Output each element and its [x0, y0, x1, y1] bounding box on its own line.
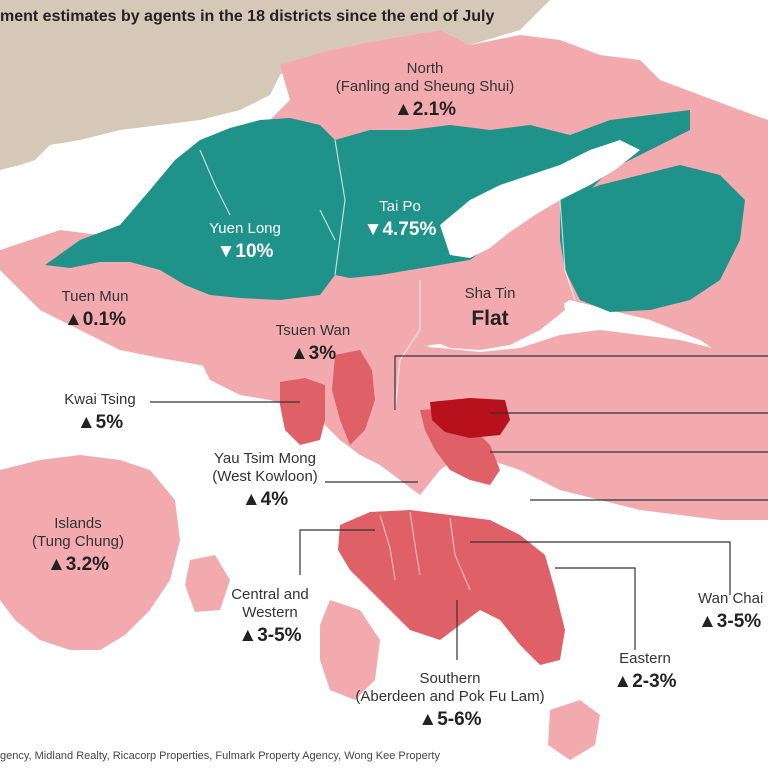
sha-tin-value: Flat [471, 307, 509, 330]
islands-name: Islands [54, 515, 102, 532]
lamma-island [320, 600, 380, 700]
tolo-harbour-water [440, 140, 640, 258]
yuen-long-district [45, 118, 345, 300]
southern-subname: (Aberdeen and Pok Fu Lam) [355, 688, 545, 705]
southern-value: ▲5-6% [418, 709, 482, 730]
label-tai-po: Tai Po ▼4.75% [340, 198, 460, 242]
label-southern: Southern (Aberdeen and Pok Fu Lam) ▲5-6% [335, 670, 565, 732]
label-islands: Islands (Tung Chung) ▲3.2% [18, 515, 138, 577]
west-small-island [185, 555, 230, 612]
label-sha-tin: Sha Tin Flat [440, 285, 540, 331]
tuen-mun-name: Tuen Mun [61, 288, 129, 305]
nt-district-boundaries [199, 139, 576, 411]
north-subname: (Fanling and Sheung Shui) [335, 78, 515, 95]
central-western-subname: Western [242, 604, 298, 621]
mainland-china-region [0, 0, 550, 170]
tuen-mun-value: ▲0.1% [63, 309, 127, 330]
wong-tai-sin-district [430, 398, 510, 438]
tsuen-wan-red-area [332, 350, 375, 445]
yuen-long-name: Yuen Long [209, 220, 281, 237]
tai-po-value: ▼4.75% [363, 219, 437, 240]
north-name: North [406, 60, 444, 77]
yau-tsim-mong-subname: (West Kowloon) [212, 468, 318, 485]
sai-kung-north-region [560, 165, 745, 312]
label-wan-chai: Wan Chai ▲3-5% [698, 590, 768, 634]
label-eastern: Eastern ▲2-3% [600, 650, 690, 694]
islands-value: ▲3.2% [46, 554, 110, 575]
kwai-tsing-name: Kwai Tsing [64, 391, 136, 408]
southern-name: Southern [419, 670, 481, 687]
kwai-tsing-district [280, 378, 325, 445]
label-yau-tsim-mong: Yau Tsim Mong (West Kowloon) ▲4% [190, 450, 340, 512]
islands-district [0, 455, 180, 650]
eastern-name: Eastern [619, 650, 671, 667]
tai-po-name: Tai Po [379, 198, 421, 215]
hk-island-district-boundary [379, 511, 471, 591]
wan-chai-value: ▲3-5% [698, 611, 762, 632]
central-western-name: Central and [231, 586, 309, 603]
leader-lines [150, 355, 768, 660]
sha-tin-name: Sha Tin [464, 285, 516, 302]
wan-chai-name: Wan Chai [698, 590, 764, 607]
yau-tsim-mong-name: Yau Tsim Mong [214, 450, 316, 467]
central-western-value: ▲3-5% [238, 625, 302, 646]
north-value: ▲2.1% [393, 99, 457, 120]
source-credits: gency, Midland Realty, Ricacorp Properti… [0, 750, 440, 762]
map-title: ment estimates by agents in the 18 distr… [0, 8, 495, 25]
eastern-value: ▲2-3% [613, 671, 677, 692]
tsuen-wan-name: Tsuen Wan [275, 322, 351, 339]
sha-tin-district [420, 240, 565, 350]
label-central-western: Central and Western ▲3-5% [210, 586, 330, 648]
yuen-long-value: ▼10% [216, 241, 274, 262]
islands-subname: (Tung Chung) [32, 533, 124, 550]
label-north: North (Fanling and Sheung Shui) ▲2.1% [315, 60, 535, 122]
kwai-tsing-value: ▲5% [76, 412, 124, 433]
label-tsuen-wan: Tsuen Wan ▲3% [258, 322, 368, 366]
label-tuen-mun: Tuen Mun ▲0.1% [40, 288, 150, 332]
label-yuen-long: Yuen Long ▼10% [185, 220, 305, 264]
yau-tsim-mong-value: ▲4% [241, 489, 289, 510]
hong-kong-island [338, 510, 565, 665]
south-small-island [548, 700, 600, 760]
tsuen-wan-value: ▲3% [289, 343, 337, 364]
label-kwai-tsing: Kwai Tsing ▲5% [45, 391, 155, 435]
